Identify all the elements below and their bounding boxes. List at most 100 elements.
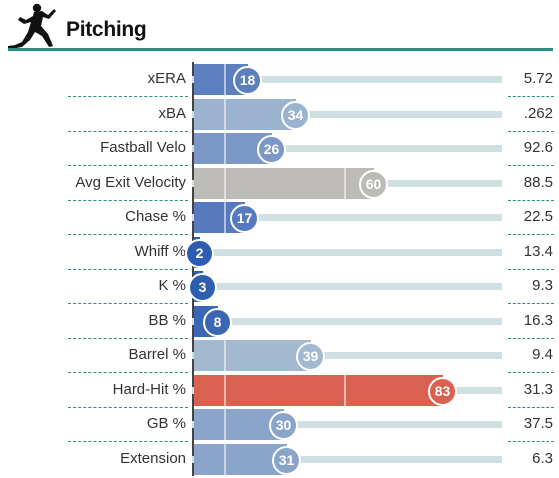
chart-row: Extension 31 6.3 bbox=[0, 442, 559, 477]
bar-tick bbox=[224, 374, 226, 406]
bar-tick bbox=[224, 443, 226, 475]
chart-row: Chase % 17 22.5 bbox=[0, 200, 559, 235]
bar-tick bbox=[224, 64, 226, 95]
chart-row: Fastball Velo 26 92.6 bbox=[0, 131, 559, 166]
stat-value: 9.3 bbox=[532, 277, 553, 294]
category-label: Hard-Hit % bbox=[112, 380, 186, 398]
row-separator bbox=[68, 96, 188, 97]
chart-row: Barrel % 39 9.4 bbox=[0, 338, 559, 373]
row-separator bbox=[508, 234, 554, 235]
row-separator bbox=[508, 406, 554, 408]
row-separator bbox=[68, 199, 188, 201]
percentile-bar bbox=[194, 374, 443, 406]
category-label: Barrel % bbox=[128, 346, 186, 363]
percentile-badge: 26 bbox=[257, 135, 286, 164]
chart-row: GB % 30 37.5 bbox=[0, 407, 559, 442]
percentile-track bbox=[192, 283, 502, 290]
section-header: Pitching bbox=[0, 0, 559, 52]
percentile-track bbox=[192, 214, 502, 221]
pitcher-silhouette-icon bbox=[8, 3, 56, 49]
bar-tick bbox=[224, 167, 226, 199]
chart-row: Whiff % 2 13.4 bbox=[0, 235, 559, 270]
percentile-track bbox=[192, 76, 502, 83]
category-label: BB % bbox=[148, 311, 186, 329]
percentile-badge: 30 bbox=[269, 411, 298, 440]
percentile-track bbox=[192, 455, 502, 463]
row-separator bbox=[68, 337, 188, 339]
bar-tick bbox=[224, 409, 226, 440]
row-separator bbox=[508, 337, 554, 339]
stat-value: 6.3 bbox=[532, 449, 553, 467]
chart-row: Hard-Hit % 83 31.3 bbox=[0, 373, 559, 408]
category-label: xERA bbox=[147, 70, 186, 87]
row-separator bbox=[68, 441, 188, 442]
percentile-bar bbox=[194, 443, 287, 475]
bar-tick bbox=[344, 374, 346, 406]
chart-row: K % 3 9.3 bbox=[0, 269, 559, 304]
category-label: K % bbox=[158, 277, 186, 294]
stat-value: 37.5 bbox=[523, 415, 553, 432]
row-separator bbox=[508, 441, 554, 442]
row-separator bbox=[508, 165, 554, 166]
row-separator bbox=[508, 303, 554, 304]
category-label: xBA bbox=[158, 104, 186, 122]
stat-value: 13.4 bbox=[523, 242, 553, 260]
category-label: Fastball Velo bbox=[100, 139, 186, 156]
row-separator bbox=[508, 96, 554, 97]
percentile-badge: 60 bbox=[359, 169, 388, 199]
percentile-bar bbox=[194, 98, 296, 130]
percentile-badge: 2 bbox=[185, 238, 214, 268]
chart-row: xBA 34 .262 bbox=[0, 97, 559, 132]
chart-row: xERA 18 5.72 bbox=[0, 62, 559, 97]
header-rule bbox=[8, 48, 553, 51]
row-separator bbox=[68, 372, 188, 373]
percentile-badge: 17 bbox=[230, 204, 259, 233]
percentile-bar bbox=[194, 340, 311, 371]
percentile-track bbox=[192, 248, 502, 256]
category-label: Whiff % bbox=[134, 242, 186, 260]
stat-value: 16.3 bbox=[523, 311, 553, 329]
chart-row: Avg Exit Velocity 60 88.5 bbox=[0, 166, 559, 201]
row-separator bbox=[68, 165, 188, 166]
row-separator bbox=[68, 303, 188, 304]
stat-value: .262 bbox=[523, 104, 553, 122]
bar-tick bbox=[224, 202, 226, 233]
percentile-badge: 18 bbox=[233, 66, 262, 95]
row-separator bbox=[508, 130, 554, 132]
chart-row: BB % 8 16.3 bbox=[0, 304, 559, 339]
row-separator bbox=[68, 130, 188, 132]
bar-tick bbox=[224, 98, 226, 130]
percentile-track bbox=[192, 110, 502, 118]
category-label: GB % bbox=[146, 415, 186, 432]
percentile-badge: 34 bbox=[281, 100, 310, 130]
page-title: Pitching bbox=[66, 18, 147, 41]
stat-value: 31.3 bbox=[523, 380, 553, 398]
bar-tick bbox=[224, 133, 226, 164]
row-separator bbox=[508, 199, 554, 201]
stat-value: 88.5 bbox=[523, 173, 553, 191]
bar-tick bbox=[344, 167, 346, 199]
percentile-badge: 83 bbox=[428, 376, 457, 406]
row-separator bbox=[68, 268, 188, 270]
row-separator bbox=[508, 372, 554, 373]
row-separator bbox=[68, 234, 188, 235]
percentile-track bbox=[192, 352, 502, 359]
stat-value: 5.72 bbox=[523, 70, 553, 87]
bar-tick bbox=[224, 340, 226, 371]
percentile-badge: 3 bbox=[188, 273, 217, 302]
percentile-badge: 31 bbox=[272, 445, 301, 475]
percentile-badge: 39 bbox=[296, 342, 325, 371]
stat-value: 92.6 bbox=[523, 139, 553, 156]
row-separator bbox=[508, 268, 554, 270]
category-label: Chase % bbox=[125, 208, 186, 225]
category-label: Extension bbox=[120, 449, 186, 467]
category-label: Avg Exit Velocity bbox=[75, 173, 186, 191]
row-separator bbox=[68, 406, 188, 408]
stat-value: 22.5 bbox=[523, 208, 553, 225]
percentile-track bbox=[192, 317, 502, 325]
percentile-track bbox=[192, 421, 502, 428]
percentile-bar bbox=[194, 167, 374, 199]
axis-baseline bbox=[192, 62, 194, 476]
percentile-badge: 8 bbox=[203, 307, 232, 337]
percentile-track bbox=[192, 145, 502, 152]
